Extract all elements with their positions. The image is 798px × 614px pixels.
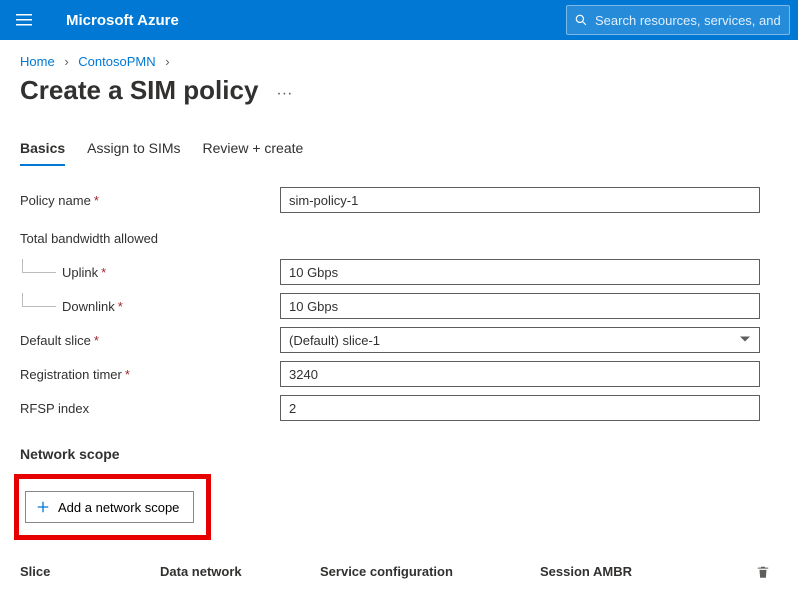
search-placeholder: Search resources, services, and docs (595, 13, 781, 28)
tabs: Basics Assign to SIMs Review + create (0, 114, 798, 166)
hamburger-icon (16, 12, 32, 28)
global-search-input[interactable]: Search resources, services, and docs (566, 5, 790, 35)
highlight-annotation: Add a network scope (14, 474, 211, 540)
plus-icon (36, 500, 50, 514)
breadcrumb: Home › ContosoPMN › (0, 40, 798, 75)
policy-name-label: Policy name* (20, 193, 280, 208)
tab-review-create[interactable]: Review + create (203, 140, 304, 166)
downlink-label: Downlink* (20, 299, 280, 314)
breadcrumb-home[interactable]: Home (20, 54, 55, 69)
rfsp-input[interactable]: 2 (280, 395, 760, 421)
hamburger-menu-button[interactable] (0, 0, 48, 40)
default-slice-label: Default slice* (20, 333, 280, 348)
breadcrumb-resource[interactable]: ContosoPMN (78, 54, 155, 69)
policy-name-input[interactable]: sim-policy-1 (280, 187, 760, 213)
azure-top-bar: Microsoft Azure Search resources, servic… (0, 0, 798, 40)
page-title-row: Create a SIM policy ··· (0, 75, 798, 114)
chevron-down-icon (739, 333, 751, 348)
more-actions-button[interactable]: ··· (276, 79, 292, 103)
col-service-config: Service configuration (320, 564, 540, 579)
col-session-ambr: Session AMBR (540, 564, 748, 579)
default-slice-select[interactable]: (Default) slice-1 (280, 327, 760, 353)
downlink-input[interactable]: 10 Gbps (280, 293, 760, 319)
col-data-network: Data network (160, 564, 320, 579)
trash-icon (756, 565, 770, 579)
brand-label: Microsoft Azure (48, 12, 179, 29)
tab-assign-to-sims[interactable]: Assign to SIMs (87, 140, 180, 166)
add-network-scope-button[interactable]: Add a network scope (25, 491, 194, 523)
col-slice: Slice (20, 564, 160, 579)
reg-timer-input[interactable]: 3240 (280, 361, 760, 387)
page-title: Create a SIM policy (20, 75, 258, 106)
uplink-input[interactable]: 10 Gbps (280, 259, 760, 285)
network-scope-heading: Network scope (20, 446, 778, 462)
bandwidth-group-label: Total bandwidth allowed (20, 231, 280, 246)
search-icon (575, 13, 587, 27)
col-delete (748, 565, 778, 579)
breadcrumb-sep: › (165, 54, 169, 69)
tab-basics[interactable]: Basics (20, 140, 65, 166)
scope-table-header: Slice Data network Service configuration… (20, 540, 778, 585)
form-area: Policy name* sim-policy-1 Total bandwidt… (0, 166, 798, 585)
reg-timer-label: Registration timer* (20, 367, 280, 382)
breadcrumb-sep: › (64, 54, 68, 69)
rfsp-label: RFSP index (20, 401, 280, 416)
uplink-label: Uplink* (20, 265, 280, 280)
